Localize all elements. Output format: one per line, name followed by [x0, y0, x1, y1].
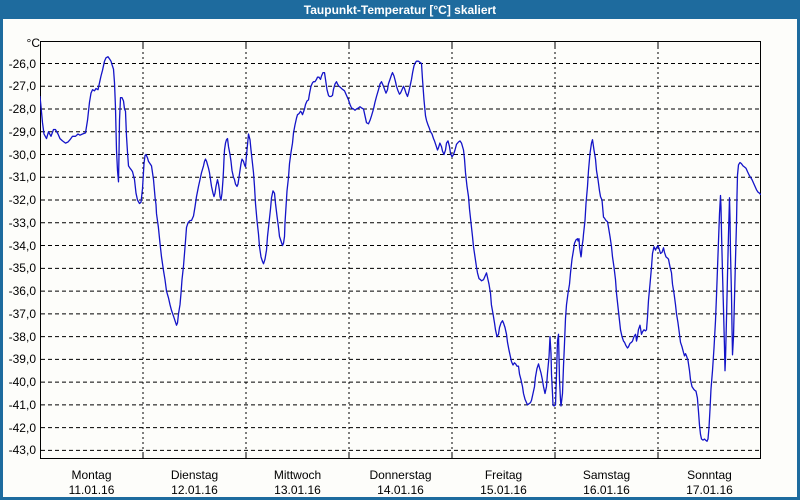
y-tick-label: -34,0 [8, 238, 36, 253]
y-tick-label: -32,0 [8, 193, 36, 208]
y-tick-label: -41,0 [8, 397, 36, 412]
y-tick-label: -38,0 [8, 329, 36, 344]
y-tick-label: -39,0 [8, 352, 36, 367]
x-day-date-label: 11.01.16 [68, 483, 115, 497]
x-day-date-label: 15.01.16 [480, 483, 527, 497]
y-tick-label: -28,0 [8, 102, 36, 116]
window-title: Taupunkt-Temperatur [°C] skaliert [303, 2, 497, 17]
y-tick-label: -40,0 [8, 375, 36, 390]
y-tick-label: -30,0 [8, 147, 36, 162]
y-tick-label: -36,0 [8, 284, 36, 299]
y-tick-label: -33,0 [8, 215, 36, 230]
x-day-name-label: Freitag [484, 468, 523, 482]
x-day-name-label: Montag [71, 468, 112, 482]
y-tick-label: -26,0 [8, 56, 36, 71]
plot-frame [40, 41, 761, 459]
plot-area [40, 41, 761, 459]
y-tick-label: -42,0 [8, 420, 36, 435]
x-day-name-label: Mittwoch [273, 468, 322, 482]
x-day-date-label: 17.01.16 [686, 483, 733, 497]
y-tick-label: -43,0 [8, 443, 36, 458]
y-tick-label: -35,0 [8, 261, 36, 276]
y-tick-label: -29,0 [8, 124, 36, 139]
y-axis-unit-label: °C [26, 36, 40, 50]
x-day-date-label: 13.01.16 [274, 483, 321, 497]
temperature-line [40, 56, 761, 442]
y-tick-label: -27,0 [8, 79, 36, 94]
titlebar: Taupunkt-Temperatur [°C] skaliert [0, 0, 800, 19]
x-day-date-label: 16.01.16 [583, 483, 630, 497]
x-day-name-label: Sonntag [687, 468, 732, 482]
chart-background [3, 19, 797, 497]
x-day-date-label: 14.01.16 [377, 483, 424, 497]
x-day-name-label: Donnerstag [369, 468, 432, 482]
y-tick-label: -31,0 [8, 170, 36, 185]
y-tick-label: -37,0 [8, 306, 36, 321]
x-day-name-label: Dienstag [170, 468, 219, 482]
x-day-date-label: 12.01.16 [171, 483, 218, 497]
x-day-name-label: Samstag [582, 468, 631, 482]
